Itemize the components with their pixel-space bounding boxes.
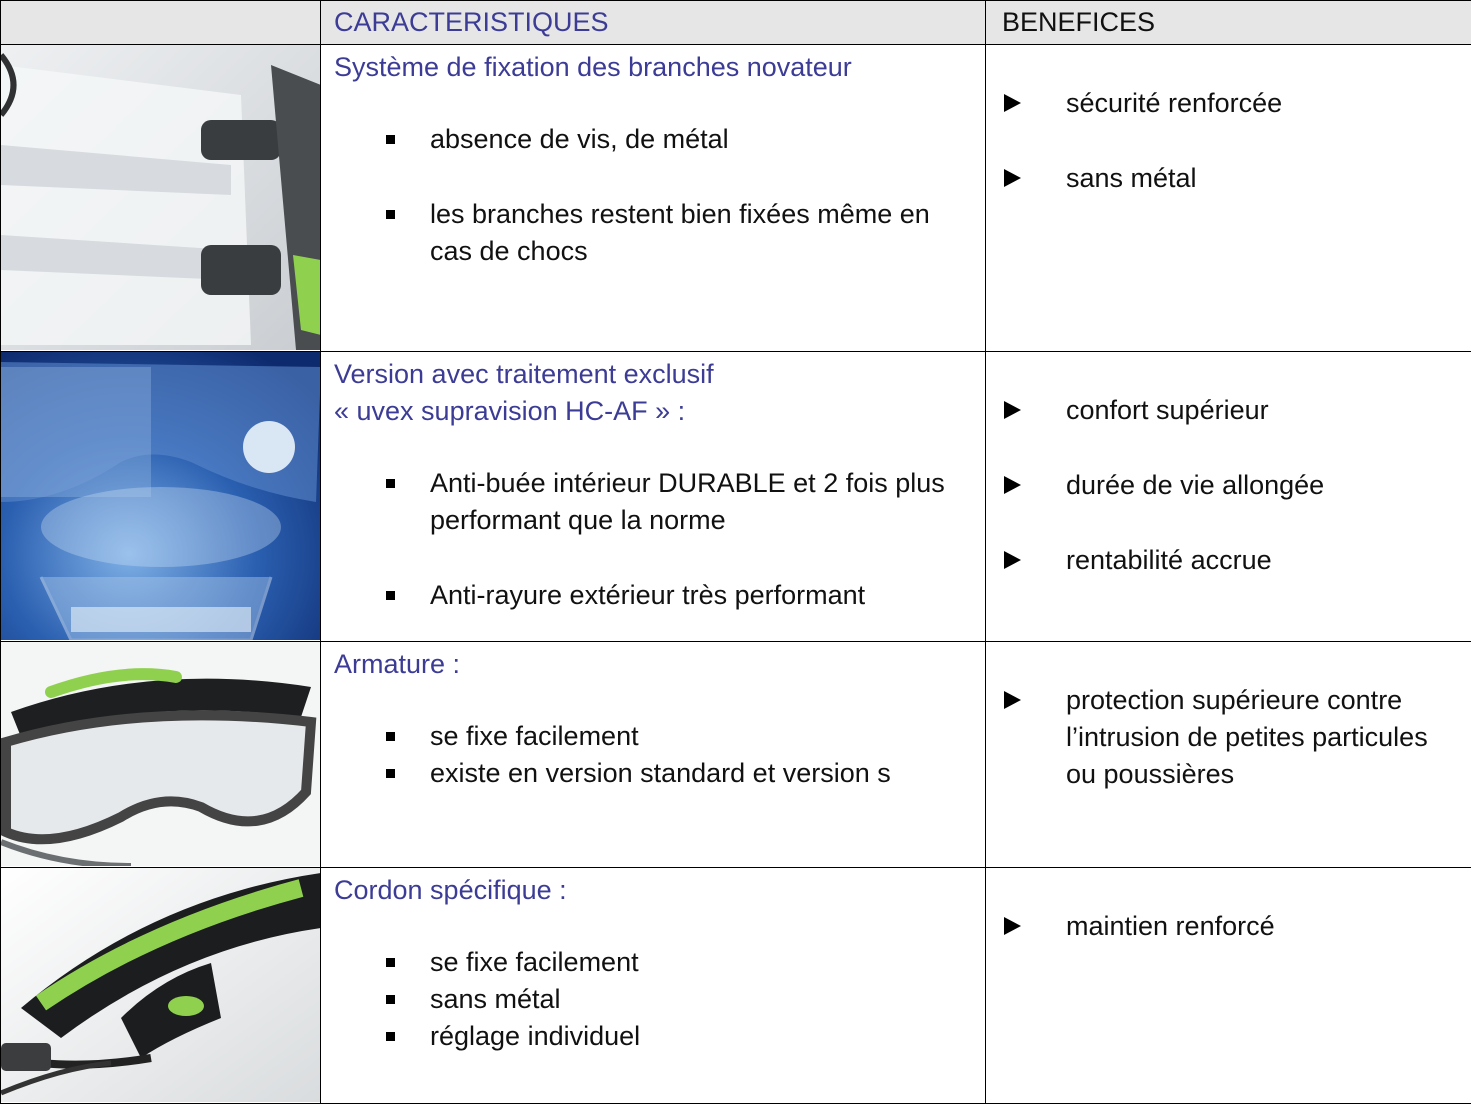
bullet: se fixe facilement — [386, 944, 965, 981]
bullet-list: se fixe facilement sans métal réglage in… — [321, 944, 985, 1055]
bullet: réglage individuel — [386, 1018, 965, 1055]
benefit-list: confort supérieur durée de vie allongée … — [986, 392, 1471, 579]
product-image — [1, 45, 320, 350]
title-line: Version avec traitement exclusif — [334, 359, 714, 389]
title-line: Armature : — [334, 649, 461, 679]
bullet: Anti-buée intérieur DURABLE et 2 fois pl… — [386, 465, 965, 539]
benefit: rentabilité accrue — [1004, 542, 1461, 579]
benefit: durée de vie allongée — [1004, 467, 1461, 504]
row: Cordon spécifique : se fixe facilement s… — [0, 867, 1471, 1104]
header-cell: CARACTERISTIQUES — [320, 0, 986, 45]
bullet: existe en version standard et version s — [386, 755, 965, 792]
row: Version avec traitement exclusif « uvex … — [0, 351, 1471, 642]
benefit-list: protection supérieure contre l’intrusion… — [986, 682, 1471, 793]
benefit: protection supérieure contre l’intrusion… — [1004, 682, 1461, 793]
header-blank — [0, 0, 321, 45]
benefits-cell: maintien renforcé — [985, 867, 1471, 1104]
title-line: Cordon spécifique : — [334, 875, 567, 905]
benefit-list: sécurité renforcée sans métal — [986, 85, 1471, 197]
row: Système de fixation des branches novateu… — [0, 44, 1471, 352]
title-line: « uvex supravision HC-AF » : — [334, 396, 686, 426]
benefit: sécurité renforcée — [1004, 85, 1461, 122]
benefit: sans métal — [1004, 160, 1461, 197]
characteristics-cell: Système de fixation des branches novateu… — [320, 44, 986, 352]
benefits-cell: sécurité renforcée sans métal — [985, 44, 1471, 352]
benefits-cell: confort supérieur durée de vie allongée … — [985, 351, 1471, 642]
image-cell — [0, 44, 321, 352]
characteristics-cell: Armature : se fixe facilement existe en … — [320, 641, 986, 868]
image-cell — [0, 641, 321, 868]
bullet-list: se fixe facilement existe en version sta… — [321, 718, 985, 792]
bullet-list: Anti-buée intérieur DURABLE et 2 fois pl… — [321, 465, 985, 614]
benefit-list: maintien renforcé — [986, 908, 1471, 945]
bullet: les branches restent bien fixées même en… — [386, 196, 965, 270]
benefit: maintien renforcé — [1004, 908, 1461, 945]
bullet: se fixe facilement — [386, 718, 965, 755]
characteristics-cell: Cordon spécifique : se fixe facilement s… — [320, 867, 986, 1104]
feature-title: Armature : — [321, 642, 985, 683]
header-cell: BENEFICES — [985, 0, 1471, 45]
bullet: absence de vis, de métal — [386, 121, 965, 158]
product-image — [1, 352, 320, 640]
benefits-cell: protection supérieure contre l’intrusion… — [985, 641, 1471, 868]
benefit: confort supérieur — [1004, 392, 1461, 429]
image-cell — [0, 351, 321, 642]
feature-title: Cordon spécifique : — [321, 868, 985, 909]
header-row: CARACTERISTIQUES BENEFICES — [0, 0, 1471, 45]
feature-title: Système de fixation des branches novateu… — [321, 45, 985, 86]
feature-title: Version avec traitement exclusif « uvex … — [321, 352, 985, 430]
product-image — [1, 642, 320, 866]
product-image — [1, 868, 320, 1102]
bullet-list: absence de vis, de métal les branches re… — [321, 121, 985, 270]
bullet: sans métal — [386, 981, 965, 1018]
characteristics-cell: Version avec traitement exclusif « uvex … — [320, 351, 986, 642]
title-line: Système de fixation des branches novateu… — [334, 52, 852, 82]
row: Armature : se fixe facilement existe en … — [0, 641, 1471, 868]
bullet: Anti-rayure extérieur très performant — [386, 577, 965, 614]
image-cell — [0, 867, 321, 1104]
